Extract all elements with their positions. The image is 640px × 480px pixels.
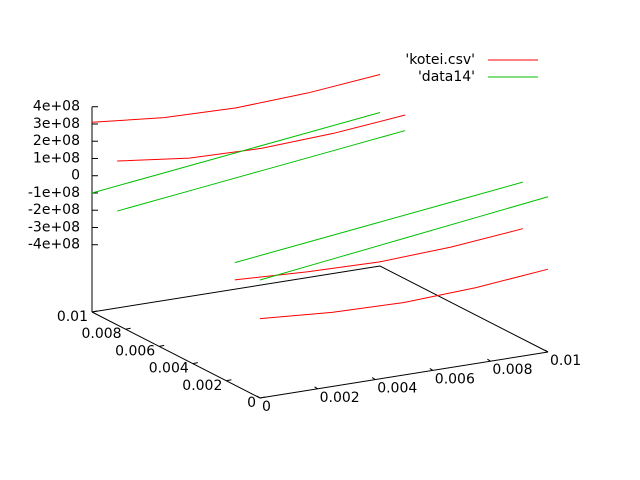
x-tick-label: 0.002: [320, 390, 360, 406]
y-tick-label: 0.01: [57, 309, 88, 325]
x-tick-label: 0: [262, 399, 271, 415]
x-tick: [487, 358, 491, 362]
box-edge: [91, 265, 381, 313]
y-tick: [259, 396, 266, 399]
x-axis: [259, 351, 549, 399]
y-tick: [159, 344, 165, 347]
x-tick-label: 0.004: [377, 381, 417, 397]
z-tick-label: -2e+08: [28, 202, 80, 218]
y-tick-label: 0.002: [182, 378, 222, 394]
x-tick: [544, 349, 549, 353]
y-tick-label: 0.004: [149, 361, 189, 377]
x-tick: [429, 367, 434, 371]
data-line: [91, 111, 381, 194]
z-tick-label: 1e+08: [33, 150, 80, 166]
y-tick: [125, 327, 131, 330]
z-tick-label: -3e+08: [28, 219, 80, 235]
data-line: [234, 181, 523, 264]
data-line: [117, 114, 406, 162]
data-line: [259, 268, 549, 320]
x-tick-label: 0.01: [550, 353, 581, 369]
y-tick: [226, 379, 232, 382]
y-tick: [192, 362, 198, 365]
box-edge: [379, 265, 549, 353]
data-line: [234, 228, 523, 281]
z-tick-label: 2e+08: [33, 133, 80, 149]
x-tick: [371, 377, 376, 381]
y-tick-label: 0.008: [82, 326, 122, 342]
data-line: [117, 130, 406, 212]
x-tick-label: 0.006: [435, 371, 475, 387]
z-tick-label: 0: [71, 168, 80, 184]
x-tick: [314, 386, 318, 390]
y-tick: [91, 310, 98, 313]
z-tick-label: -1e+08: [28, 185, 80, 201]
data-line: [91, 74, 381, 123]
data-line: [259, 196, 549, 281]
z-tick-label: -4e+08: [28, 237, 80, 253]
x-tick-label: 0.008: [492, 362, 532, 378]
legend-label: 'data14': [418, 69, 475, 85]
x-tick: [256, 395, 261, 399]
z-tick-label: 4e+08: [33, 99, 80, 115]
y-tick-label: 0.006: [115, 343, 155, 359]
z-tick-label: 3e+08: [33, 116, 80, 132]
legend-label: 'kotei.csv': [405, 52, 475, 68]
y-axis: [91, 311, 261, 399]
y-tick-label: 0: [247, 395, 256, 411]
